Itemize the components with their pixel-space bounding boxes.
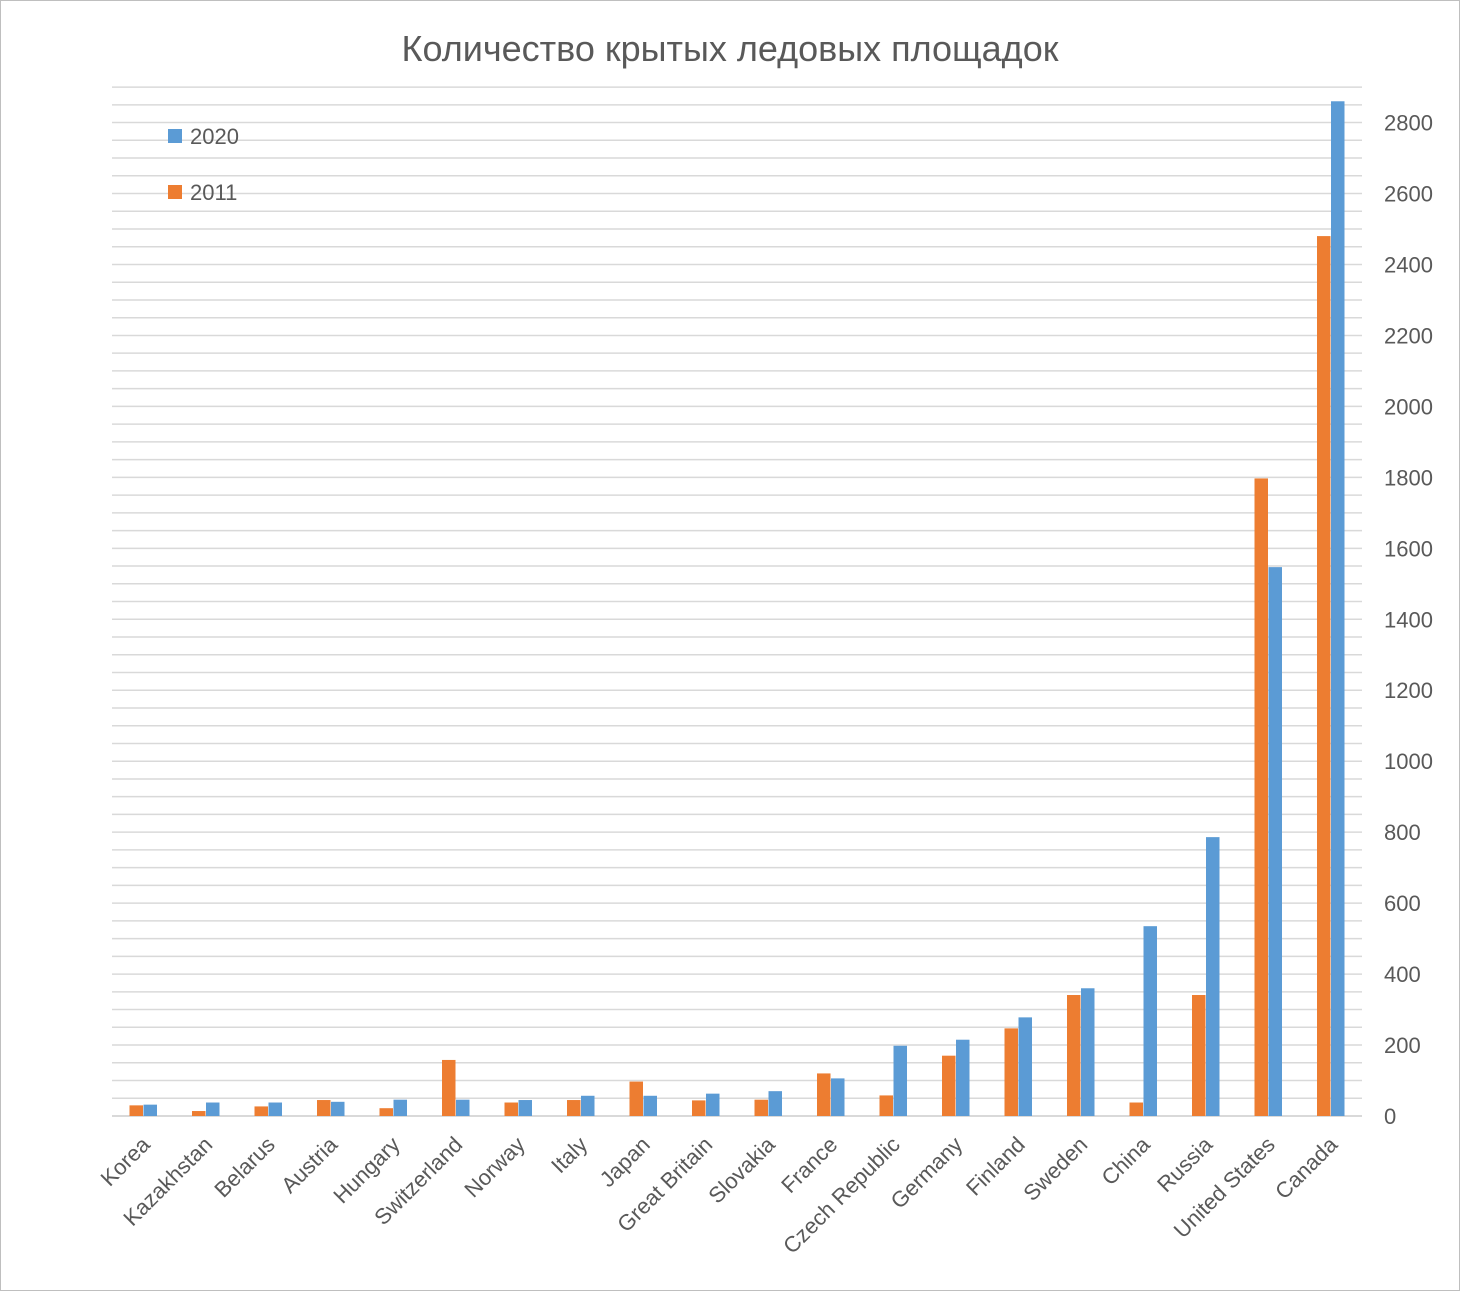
y-tick-label: 0 xyxy=(1384,1104,1396,1129)
y-tick-label: 2000 xyxy=(1384,394,1433,419)
bar-2020 xyxy=(518,1100,532,1116)
y-tick-label: 1000 xyxy=(1384,749,1433,774)
bar-2011 xyxy=(567,1100,581,1116)
bar-2011 xyxy=(379,1108,393,1116)
bar-2011 xyxy=(1129,1102,1143,1116)
y-tick-label: 800 xyxy=(1384,820,1421,845)
bar-2011 xyxy=(942,1055,956,1116)
bar-2020 xyxy=(831,1078,845,1116)
legend: 2020 2011 xyxy=(168,124,239,205)
bar-2020 xyxy=(331,1101,345,1116)
bar-2020 xyxy=(768,1091,782,1116)
bar-2011 xyxy=(817,1073,831,1116)
bar-2011 xyxy=(1317,236,1331,1116)
legend-label: 2011 xyxy=(190,180,237,205)
x-tick-label: China xyxy=(1096,1131,1155,1190)
x-tick-label: Italy xyxy=(546,1132,592,1178)
bar-2011 xyxy=(504,1102,518,1116)
chart-title: Количество крытых ледовых площадок xyxy=(401,28,1059,69)
bar-2020 xyxy=(1018,1017,1032,1116)
legend-swatch xyxy=(168,129,182,143)
bar-2011 xyxy=(692,1100,706,1116)
y-axis: 0 200 400 600 800 1000 1200 1400 1600 1800 2000 220… xyxy=(1384,111,1433,1129)
bar-2020 xyxy=(206,1102,220,1116)
bar-2011 xyxy=(129,1105,143,1116)
bar-2011 xyxy=(317,1100,331,1116)
x-axis: KoreaKazakhstanBelarusAustriaHungarySwit… xyxy=(96,1131,1343,1258)
bar-2020 xyxy=(1081,988,1095,1116)
x-tick-label: Norway xyxy=(459,1132,529,1202)
bar-2020 xyxy=(393,1099,407,1116)
x-tick-label: Canada xyxy=(1270,1131,1343,1204)
x-tick-label: Korea xyxy=(96,1131,156,1191)
bar-2020 xyxy=(143,1104,157,1116)
bar-2020 xyxy=(1268,567,1282,1116)
y-tick-label: 600 xyxy=(1384,891,1421,916)
bar-2020 xyxy=(1331,101,1345,1117)
y-tick-label: 1800 xyxy=(1384,465,1433,490)
bar-2011 xyxy=(629,1081,643,1116)
gridlines xyxy=(112,86,1362,1117)
x-tick-label: Japan xyxy=(595,1132,655,1192)
bar-2020 xyxy=(268,1102,282,1116)
bar-2011 xyxy=(1192,995,1206,1116)
bar-2011 xyxy=(192,1111,206,1116)
y-tick-label: 2400 xyxy=(1384,252,1433,277)
legend-label: 2020 xyxy=(190,124,239,149)
x-tick-label: Slovakia xyxy=(703,1131,780,1208)
bar-2020 xyxy=(956,1039,970,1116)
legend-swatch xyxy=(168,185,182,199)
y-tick-label: 400 xyxy=(1384,962,1421,987)
y-tick-label: 1200 xyxy=(1384,678,1433,703)
bar-2020 xyxy=(1143,926,1157,1116)
bar-2020 xyxy=(1206,837,1220,1116)
y-tick-label: 2200 xyxy=(1384,323,1433,348)
x-tick-label: Sweden xyxy=(1018,1132,1092,1206)
bar-2011 xyxy=(1254,478,1268,1116)
bar-2011 xyxy=(1004,1028,1018,1116)
y-tick-label: 2800 xyxy=(1384,111,1433,136)
bar-2011 xyxy=(754,1099,768,1116)
bar-2020 xyxy=(581,1095,595,1116)
bar-2020 xyxy=(456,1099,470,1116)
bar-2011 xyxy=(1067,995,1081,1116)
bar-2011 xyxy=(254,1106,268,1116)
x-tick-label: Belarus xyxy=(209,1132,279,1202)
y-tick-label: 1400 xyxy=(1384,607,1433,632)
bar-2020 xyxy=(893,1045,907,1116)
bar-2020 xyxy=(706,1093,720,1116)
bar-2011 xyxy=(879,1095,893,1116)
y-tick-label: 1600 xyxy=(1384,536,1433,561)
bar-2011 xyxy=(442,1059,456,1116)
y-tick-label: 2600 xyxy=(1384,182,1433,207)
bars xyxy=(129,101,1345,1117)
bar-2020 xyxy=(643,1095,657,1116)
y-tick-label: 200 xyxy=(1384,1033,1421,1058)
